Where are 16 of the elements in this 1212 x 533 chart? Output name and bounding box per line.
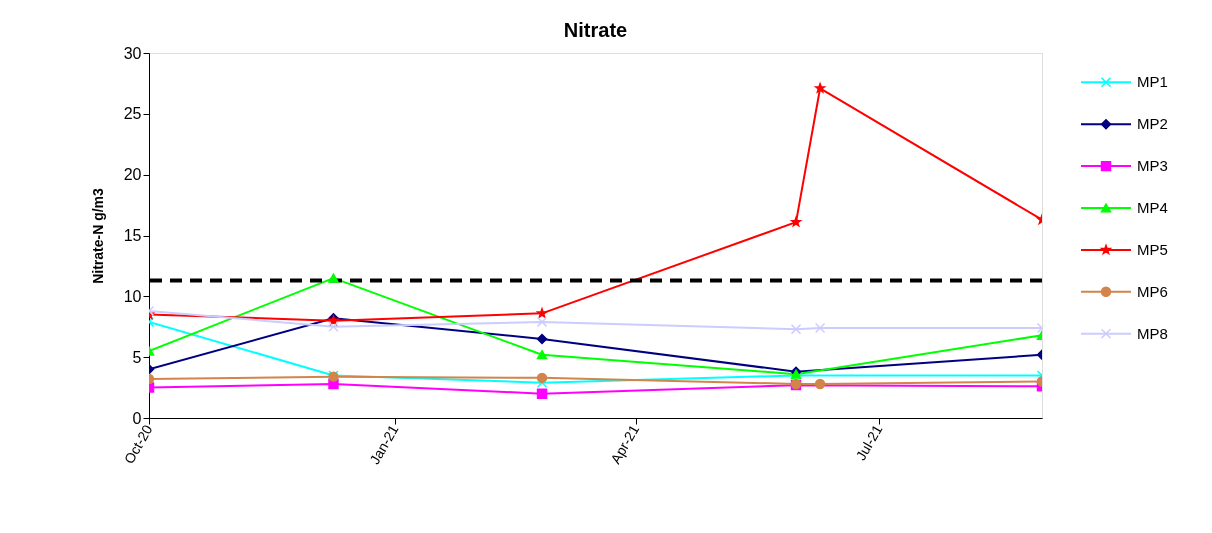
chart-title: Nitrate <box>563 19 628 41</box>
y-tick-label: 30 <box>123 44 142 62</box>
legend-label: MP4 <box>1137 199 1168 216</box>
y-tick-label: 0 <box>132 409 142 427</box>
legend-label: MP3 <box>1137 157 1168 175</box>
legend-label: MP8 <box>1137 324 1168 342</box>
y-tick-label: 10 <box>123 287 142 305</box>
legend-label: MP5 <box>1137 240 1168 258</box>
legend-label: MP2 <box>1137 115 1168 133</box>
y-tick-label: 5 <box>132 348 142 366</box>
y-tick-label: 20 <box>123 166 142 184</box>
legend-label: MP1 <box>1137 73 1168 91</box>
y-tick-label: 15 <box>123 227 142 244</box>
y-tick-label: 25 <box>123 105 142 123</box>
y-axis-title: Nitrate-N g/m3 <box>89 187 106 284</box>
legend-label: MP6 <box>1137 282 1168 300</box>
